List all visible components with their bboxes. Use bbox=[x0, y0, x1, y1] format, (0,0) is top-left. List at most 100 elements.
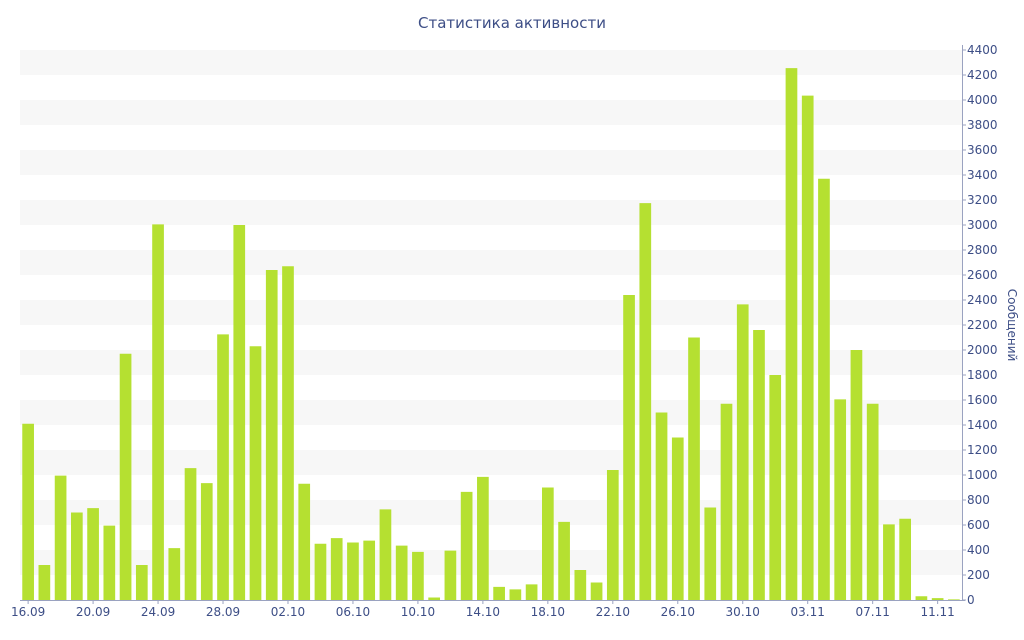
y-tick-label: 1200 bbox=[967, 443, 998, 457]
y-tick-label: 4400 bbox=[967, 43, 998, 57]
bar-06.10 bbox=[347, 542, 359, 600]
bar-16.09 bbox=[22, 423, 34, 600]
bar-27.09 bbox=[200, 483, 213, 600]
x-tick-label: 24.09 bbox=[141, 605, 175, 619]
x-tick-label: 28.09 bbox=[206, 605, 240, 619]
bar-17.10 bbox=[525, 584, 538, 600]
bar-22.10 bbox=[606, 470, 619, 600]
bar-24.09 bbox=[152, 224, 164, 600]
bar-12.10 bbox=[444, 550, 457, 600]
bar-20.09 bbox=[87, 508, 99, 600]
bar-04.11 bbox=[818, 178, 830, 600]
bar-15.10 bbox=[493, 586, 505, 600]
bar-02.10 bbox=[282, 266, 294, 600]
bar-21.10 bbox=[590, 582, 603, 600]
bar-26.10 bbox=[671, 437, 684, 600]
y-tick-label: 1800 bbox=[967, 368, 998, 382]
bar-01.10 bbox=[265, 270, 278, 600]
x-tick-label: 11.11 bbox=[920, 605, 954, 619]
bar-25.10 bbox=[655, 412, 668, 600]
x-tick-label: 10.10 bbox=[401, 605, 435, 619]
x-tick-label: 22.10 bbox=[596, 605, 630, 619]
y-tick-label: 3000 bbox=[967, 218, 998, 232]
bar-10.10 bbox=[412, 551, 424, 600]
bar-18.10 bbox=[541, 487, 554, 600]
bar-24.10 bbox=[639, 203, 652, 600]
bar-08.10 bbox=[379, 509, 392, 600]
bar-series bbox=[22, 68, 960, 600]
y-tick-label: 2200 bbox=[967, 318, 998, 332]
bar-17.09 bbox=[38, 565, 51, 600]
bar-14.10 bbox=[477, 476, 489, 600]
bar-08.11 bbox=[883, 524, 895, 600]
y-tick-label: 1000 bbox=[967, 468, 998, 482]
grid-band bbox=[20, 100, 962, 125]
chart-title: Статистика активности bbox=[418, 14, 606, 32]
bar-02.11 bbox=[785, 68, 798, 600]
x-tick-label: 02.10 bbox=[271, 605, 305, 619]
y-axis-ticks: 0 200 400 600 800 1000 1200 1400 1600 1800 2000 220… bbox=[962, 43, 998, 607]
bar-31.10 bbox=[753, 330, 765, 600]
y-axis-label: Сообщений bbox=[1005, 289, 1019, 362]
x-tick-label: 30.10 bbox=[726, 605, 760, 619]
x-tick-label: 03.11 bbox=[791, 605, 825, 619]
bar-07.11 bbox=[866, 403, 879, 600]
y-tick-label: 2400 bbox=[967, 293, 998, 307]
x-tick-label: 16.09 bbox=[11, 605, 45, 619]
bar-01.11 bbox=[769, 375, 782, 600]
y-tick-label: 3400 bbox=[967, 168, 998, 182]
bar-20.10 bbox=[574, 570, 587, 600]
bar-03.11 bbox=[801, 95, 814, 600]
bar-21.09 bbox=[103, 525, 116, 600]
bar-28.10 bbox=[704, 507, 717, 600]
bar-12.11 bbox=[948, 599, 960, 600]
grid-band bbox=[20, 50, 962, 75]
bar-29.09 bbox=[233, 225, 246, 600]
y-tick-label: 1400 bbox=[967, 418, 998, 432]
bar-30.10 bbox=[736, 304, 749, 600]
bar-09.11 bbox=[899, 518, 912, 600]
x-tick-label: 06.10 bbox=[336, 605, 370, 619]
y-tick-label: 3200 bbox=[967, 193, 998, 207]
y-tick-label: 3600 bbox=[967, 143, 998, 157]
bar-23.09 bbox=[135, 565, 148, 600]
x-tick-label: 26.10 bbox=[661, 605, 695, 619]
bar-28.09 bbox=[217, 334, 229, 600]
y-tick-label: 600 bbox=[967, 518, 990, 532]
y-tick-label: 200 bbox=[967, 568, 990, 582]
y-tick-label: 3800 bbox=[967, 118, 998, 132]
y-tick-label: 2800 bbox=[967, 243, 998, 257]
y-tick-label: 2600 bbox=[967, 268, 998, 282]
bar-03.10 bbox=[298, 483, 311, 600]
x-tick-label: 18.10 bbox=[531, 605, 565, 619]
bar-10.11 bbox=[915, 596, 928, 600]
bar-06.11 bbox=[850, 350, 863, 600]
y-tick-label: 4000 bbox=[967, 93, 998, 107]
bar-11.10 bbox=[428, 597, 441, 600]
bar-23.10 bbox=[623, 295, 635, 600]
x-tick-label: 14.10 bbox=[466, 605, 500, 619]
y-tick-label: 400 bbox=[967, 543, 990, 557]
bar-07.10 bbox=[363, 540, 376, 600]
bar-09.10 bbox=[395, 545, 408, 600]
bar-04.10 bbox=[314, 543, 327, 600]
bar-29.10 bbox=[720, 403, 733, 600]
bar-19.09 bbox=[70, 512, 83, 600]
bar-13.10 bbox=[460, 491, 473, 600]
y-tick-label: 800 bbox=[967, 493, 990, 507]
y-tick-label: 4200 bbox=[967, 68, 998, 82]
bar-11.11 bbox=[931, 598, 944, 600]
x-tick-label: 07.11 bbox=[855, 605, 889, 619]
bar-16.10 bbox=[509, 589, 522, 600]
bar-22.09 bbox=[119, 353, 132, 600]
bar-25.09 bbox=[168, 548, 181, 600]
bar-26.09 bbox=[184, 468, 197, 600]
bar-30.09 bbox=[249, 346, 262, 600]
bar-27.10 bbox=[688, 337, 700, 600]
bar-19.10 bbox=[558, 521, 570, 600]
y-tick-label: 0 bbox=[967, 593, 975, 607]
bar-05.10 bbox=[330, 538, 343, 600]
y-tick-label: 1600 bbox=[967, 393, 998, 407]
